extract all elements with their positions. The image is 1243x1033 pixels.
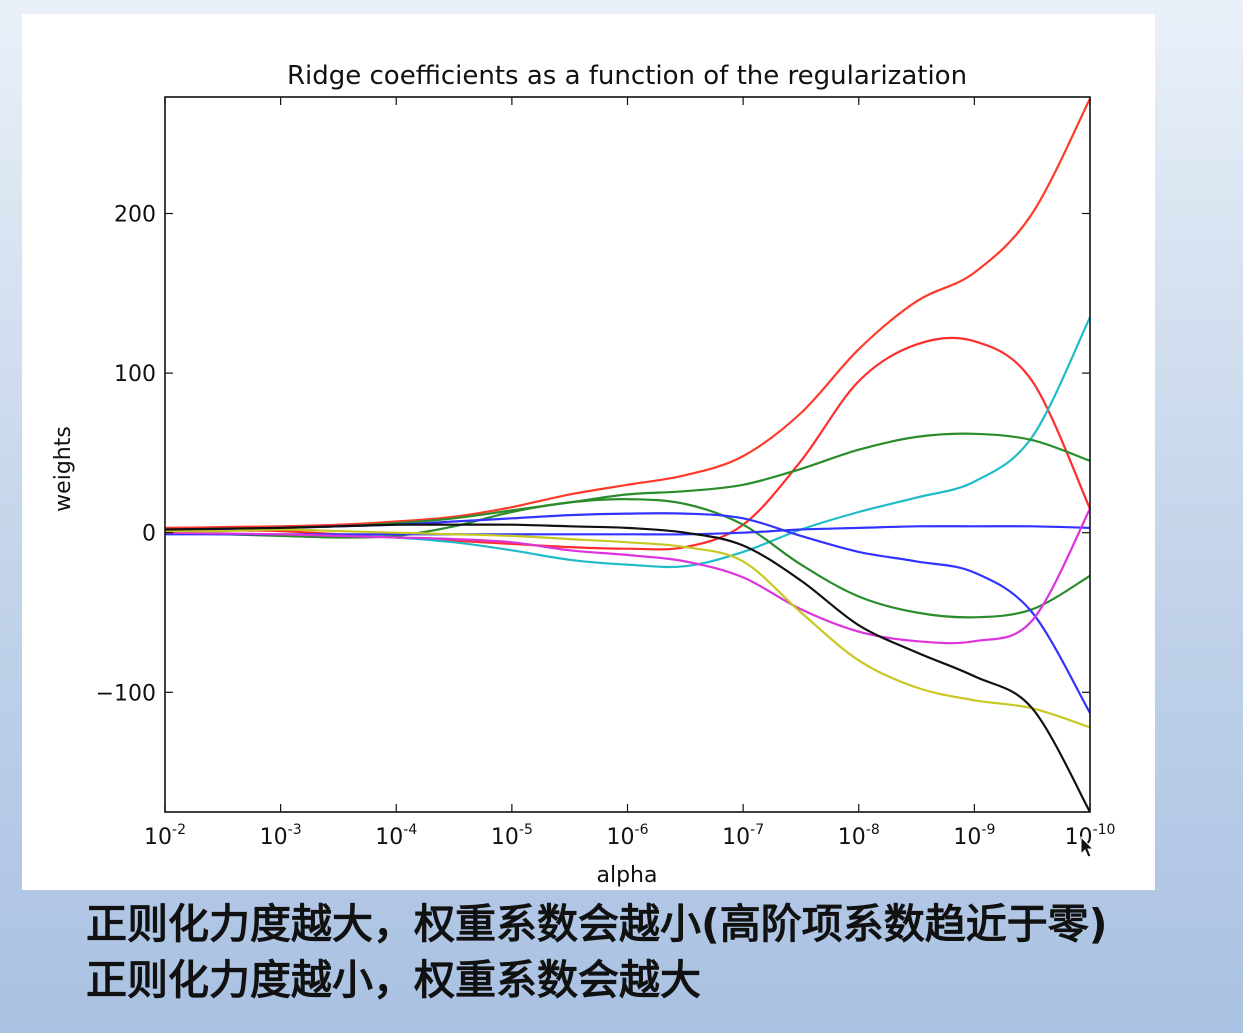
plot-frame [164, 96, 1091, 813]
x-tick-label: 10-8 [838, 822, 880, 850]
y-tick-label: 0 [142, 522, 156, 547]
series-line-8 [165, 508, 1090, 645]
x-tick-label: 10-4 [375, 822, 417, 850]
x-tick-label: 10-7 [722, 822, 764, 850]
caption-line-2: 正则化力度越小，权重系数会越大 [86, 956, 701, 1004]
y-tick-label: 100 [114, 362, 156, 387]
x-axis-label: alpha [597, 863, 658, 888]
series-line-9 [165, 528, 1090, 729]
y-tick-label: −100 [96, 681, 156, 706]
series-line-7 [165, 525, 1090, 536]
ridge-chart: Ridge coefficients as a function of the … [51, 61, 1115, 888]
x-tick-label: 10-9 [953, 822, 995, 850]
y-axis-label: weights [51, 426, 76, 512]
y-tick-label: 200 [114, 203, 156, 228]
series-line-2 [165, 336, 1090, 551]
chart-title: Ridge coefficients as a function of the … [287, 61, 967, 91]
series-line-4 [165, 432, 1090, 533]
x-tick-label: 10-2 [144, 822, 186, 850]
mouse-cursor-icon [1080, 836, 1095, 858]
x-tick-label: 10-5 [491, 822, 533, 850]
x-tick-label: 10-3 [260, 822, 302, 850]
caption-line-1: 正则化力度越大，权重系数会越小(高阶项系数趋近于零) [86, 900, 1108, 948]
axes-layer: 10-2 10-3 10-4 10-5 10-6 10-7 10-8 10-9 10-10200… [96, 96, 1115, 850]
plot-panel: Ridge coefficients as a function of the … [22, 14, 1155, 890]
caption: 正则化力度越大，权重系数会越小(高阶项系数趋近于零) 正则化力度越小，权重系数会… [86, 896, 1236, 1008]
series-line-1 [165, 98, 1090, 529]
x-tick-label: 10-6 [607, 822, 649, 850]
series-line-5 [165, 498, 1090, 619]
series-line-10 [165, 523, 1090, 812]
series-layer [165, 98, 1090, 812]
